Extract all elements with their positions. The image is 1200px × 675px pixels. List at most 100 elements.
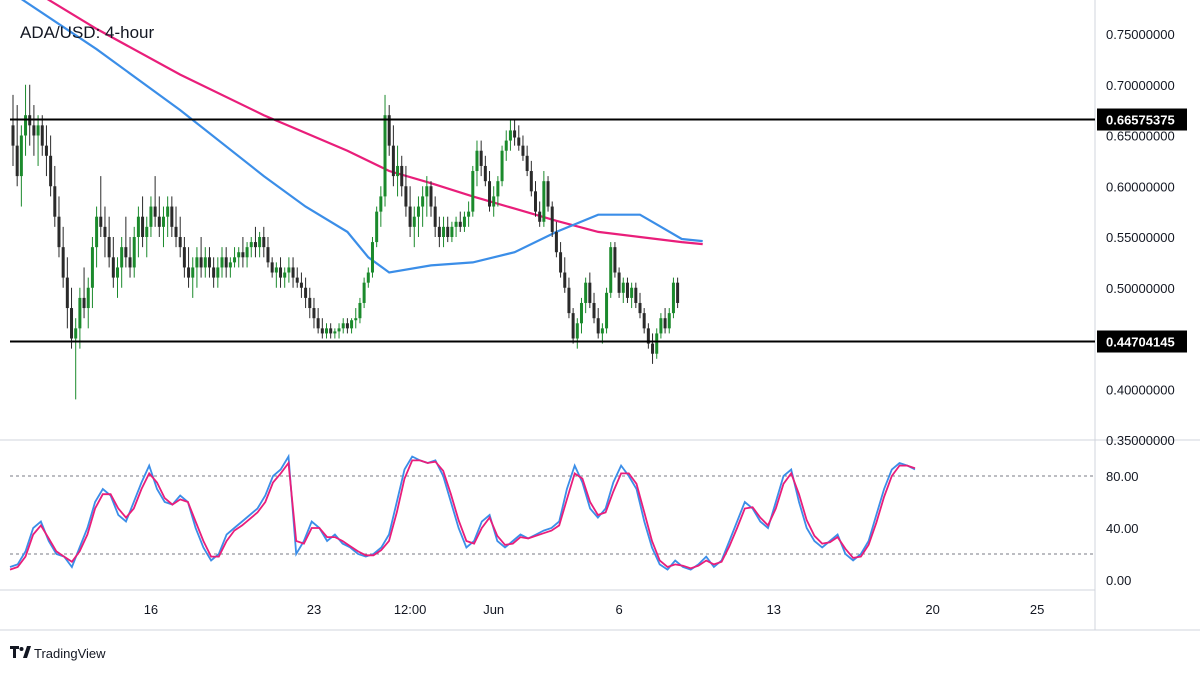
candle[interactable]	[621, 277, 625, 303]
candle[interactable]	[471, 165, 475, 217]
candle[interactable]	[534, 181, 537, 217]
candle[interactable]	[638, 292, 642, 319]
candle[interactable]	[579, 297, 583, 334]
candle[interactable]	[49, 135, 53, 197]
candle[interactable]	[408, 186, 412, 237]
candle[interactable]	[596, 308, 600, 339]
candle[interactable]	[613, 242, 617, 278]
candle[interactable]	[316, 308, 320, 334]
candle[interactable]	[554, 221, 558, 258]
candle[interactable]	[667, 308, 671, 334]
candle[interactable]	[454, 216, 458, 237]
price-axis[interactable]: 0.75000000 0.70000000 0.65000000 0.60000000…	[1106, 27, 1175, 448]
candle[interactable]	[584, 277, 588, 314]
candle[interactable]	[345, 318, 349, 334]
candle[interactable]	[425, 176, 429, 217]
candle[interactable]	[141, 196, 145, 248]
candle[interactable]	[458, 211, 462, 232]
candle[interactable]	[475, 140, 479, 187]
candle[interactable]	[651, 333, 655, 364]
candle[interactable]	[655, 328, 659, 359]
candle[interactable]	[270, 257, 274, 278]
candle[interactable]	[630, 282, 634, 309]
candle[interactable]	[542, 171, 546, 227]
candle[interactable]	[191, 257, 195, 298]
candle[interactable]	[124, 216, 128, 268]
candle[interactable]	[90, 237, 94, 309]
candle[interactable]	[295, 267, 299, 288]
candle[interactable]	[299, 272, 303, 298]
candle[interactable]	[136, 206, 140, 258]
candle[interactable]	[228, 257, 232, 278]
candle[interactable]	[65, 257, 69, 329]
candle[interactable]	[483, 155, 487, 187]
candle[interactable]	[446, 216, 450, 243]
candle[interactable]	[36, 115, 40, 166]
candle[interactable]	[291, 257, 295, 288]
candle[interactable]	[588, 272, 592, 309]
candle[interactable]	[379, 186, 383, 227]
candle[interactable]	[329, 323, 333, 339]
candle[interactable]	[500, 145, 504, 187]
candle[interactable]	[220, 247, 224, 278]
candle[interactable]	[266, 237, 270, 268]
candle[interactable]	[479, 140, 483, 177]
candle[interactable]	[70, 287, 74, 349]
candle[interactable]	[462, 211, 466, 232]
candle[interactable]	[195, 247, 199, 288]
candle[interactable]	[467, 201, 471, 227]
candle[interactable]	[233, 247, 237, 268]
candle[interactable]	[659, 313, 663, 339]
candle[interactable]	[224, 247, 228, 278]
candle[interactable]	[212, 257, 216, 288]
candle[interactable]	[145, 216, 149, 258]
candle[interactable]	[207, 247, 211, 278]
candle[interactable]	[504, 130, 508, 161]
candle[interactable]	[366, 267, 370, 288]
candle[interactable]	[450, 221, 454, 243]
candle[interactable]	[178, 216, 182, 258]
candle[interactable]	[529, 160, 533, 197]
candle[interactable]	[571, 308, 575, 344]
candle[interactable]	[107, 216, 111, 268]
candle[interactable]	[513, 120, 517, 146]
candle[interactable]	[182, 237, 186, 278]
candle[interactable]	[416, 196, 420, 237]
candle[interactable]	[99, 176, 103, 237]
candle[interactable]	[333, 328, 337, 339]
time-axis[interactable]: 16 23 12:00 Jun 6 13 20 25	[144, 602, 1045, 617]
candle[interactable]	[203, 247, 207, 278]
candle[interactable]	[625, 277, 629, 303]
candle[interactable]	[550, 201, 554, 237]
candle[interactable]	[279, 257, 283, 288]
candle[interactable]	[53, 165, 57, 227]
candle[interactable]	[32, 105, 36, 156]
candle[interactable]	[132, 226, 136, 278]
candlestick-series[interactable]	[11, 84, 680, 400]
candle[interactable]	[370, 237, 374, 278]
candle[interactable]	[157, 196, 161, 237]
candle[interactable]	[429, 181, 433, 217]
candle[interactable]	[412, 206, 416, 248]
candle[interactable]	[187, 247, 191, 288]
candle[interactable]	[676, 277, 680, 309]
candle[interactable]	[249, 237, 253, 258]
candle[interactable]	[437, 216, 441, 248]
candle[interactable]	[57, 196, 61, 258]
candle[interactable]	[492, 186, 496, 217]
candle[interactable]	[82, 267, 86, 319]
candle[interactable]	[274, 262, 278, 288]
candle[interactable]	[642, 308, 646, 334]
candle[interactable]	[387, 105, 391, 156]
candle[interactable]	[375, 206, 379, 248]
candle[interactable]	[283, 267, 287, 288]
candle[interactable]	[111, 237, 115, 288]
candle[interactable]	[400, 155, 404, 197]
candle[interactable]	[671, 277, 675, 319]
candle[interactable]	[241, 237, 245, 268]
candle[interactable]	[120, 237, 124, 288]
candle[interactable]	[609, 242, 613, 298]
candle[interactable]	[496, 176, 500, 207]
candle[interactable]	[442, 216, 446, 248]
candle[interactable]	[350, 318, 354, 334]
